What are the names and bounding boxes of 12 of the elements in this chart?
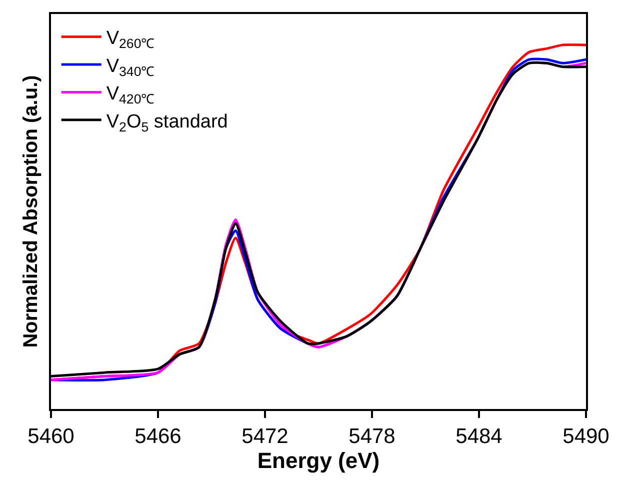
x-axis-title: Energy (eV) <box>257 448 380 474</box>
legend-label: V$_{2}$O$_{5}$ standard <box>106 111 228 134</box>
legend-label: V$_{420℃}$ <box>106 84 154 107</box>
x-tick-label: 5490 <box>562 425 610 448</box>
legend-label: V$_{260℃}$ <box>106 28 154 52</box>
x-tick-label: 5484 <box>456 425 503 448</box>
x-tick-label: 5466 <box>134 425 182 448</box>
y-axis-title: Normalized Absorption (a.u.) <box>20 75 42 348</box>
legend-label: V$_{340℃}$ <box>106 56 154 79</box>
x-tick-label: 5472 <box>242 425 288 448</box>
x-tick-label: 5478 <box>348 425 396 448</box>
x-tick-label: 5460 <box>28 425 74 448</box>
